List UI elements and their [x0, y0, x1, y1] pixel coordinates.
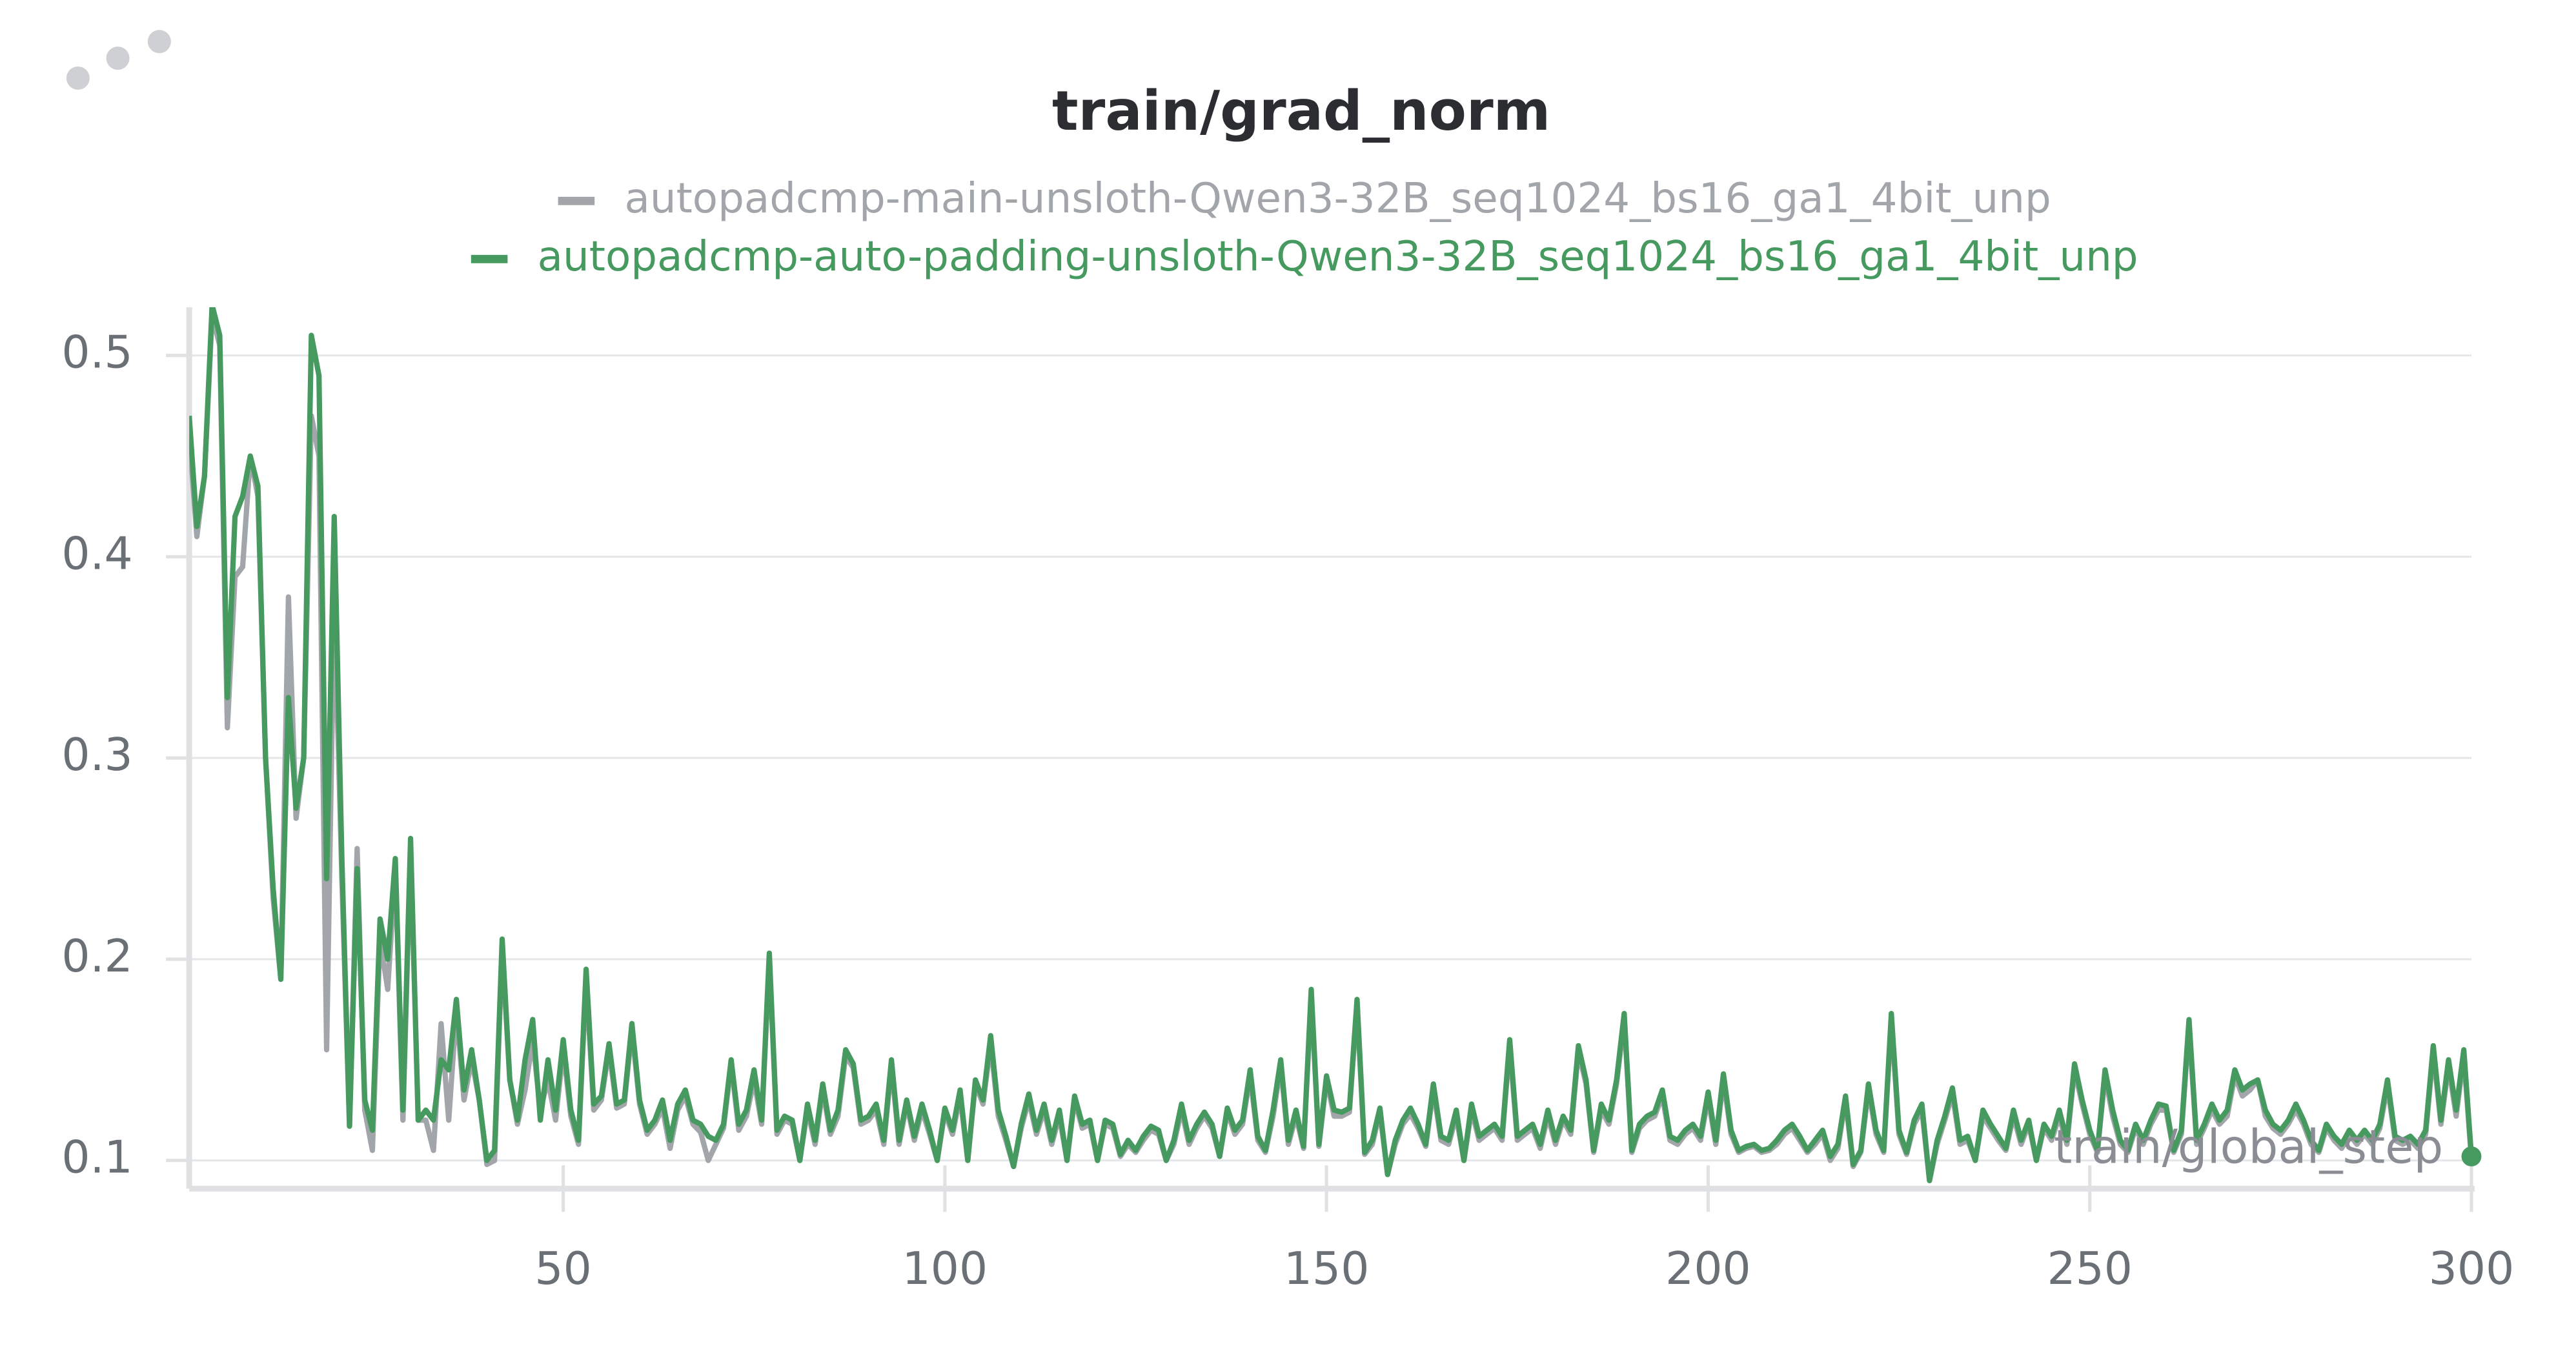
menu-dot — [147, 30, 171, 54]
legend-entry[interactable]: autopadcmp-main-unsloth-Qwen3-32B_seq102… — [558, 174, 2051, 223]
last-point — [2461, 1146, 2482, 1166]
series-group — [189, 307, 2475, 1183]
y-tick-label: 0.1 — [61, 1132, 132, 1184]
menu-dot — [66, 66, 90, 90]
menu-dot — [106, 46, 130, 70]
chart-title: train/grad_norm — [1052, 79, 1550, 143]
legend-entry[interactable]: autopadcmp-auto-padding-unsloth-Qwen3-32… — [471, 232, 2138, 281]
x-tick-label: 100 — [902, 1243, 988, 1295]
x-tick-label: 200 — [1665, 1243, 1751, 1295]
series-group — [189, 312, 2475, 1183]
series-line — [189, 307, 2475, 1183]
series-line — [189, 312, 2475, 1183]
y-tick-label: 0.4 — [61, 528, 132, 580]
x-tick-label: 150 — [1284, 1243, 1370, 1295]
x-axis-label: train/global_step — [2054, 1120, 2443, 1174]
legend-label: autopadcmp-main-unsloth-Qwen3-32B_seq102… — [624, 174, 2051, 223]
legend-label: autopadcmp-auto-padding-unsloth-Qwen3-32… — [538, 232, 2138, 281]
y-tick-label: 0.3 — [61, 729, 132, 781]
panel-menu-icon[interactable] — [66, 30, 171, 90]
x-tick-label: 250 — [2047, 1243, 2133, 1295]
y-tick-label: 0.5 — [61, 327, 132, 379]
x-tick-label: 300 — [2429, 1243, 2515, 1295]
y-tick-label: 0.2 — [61, 931, 132, 982]
x-tick-label: 50 — [534, 1243, 591, 1295]
